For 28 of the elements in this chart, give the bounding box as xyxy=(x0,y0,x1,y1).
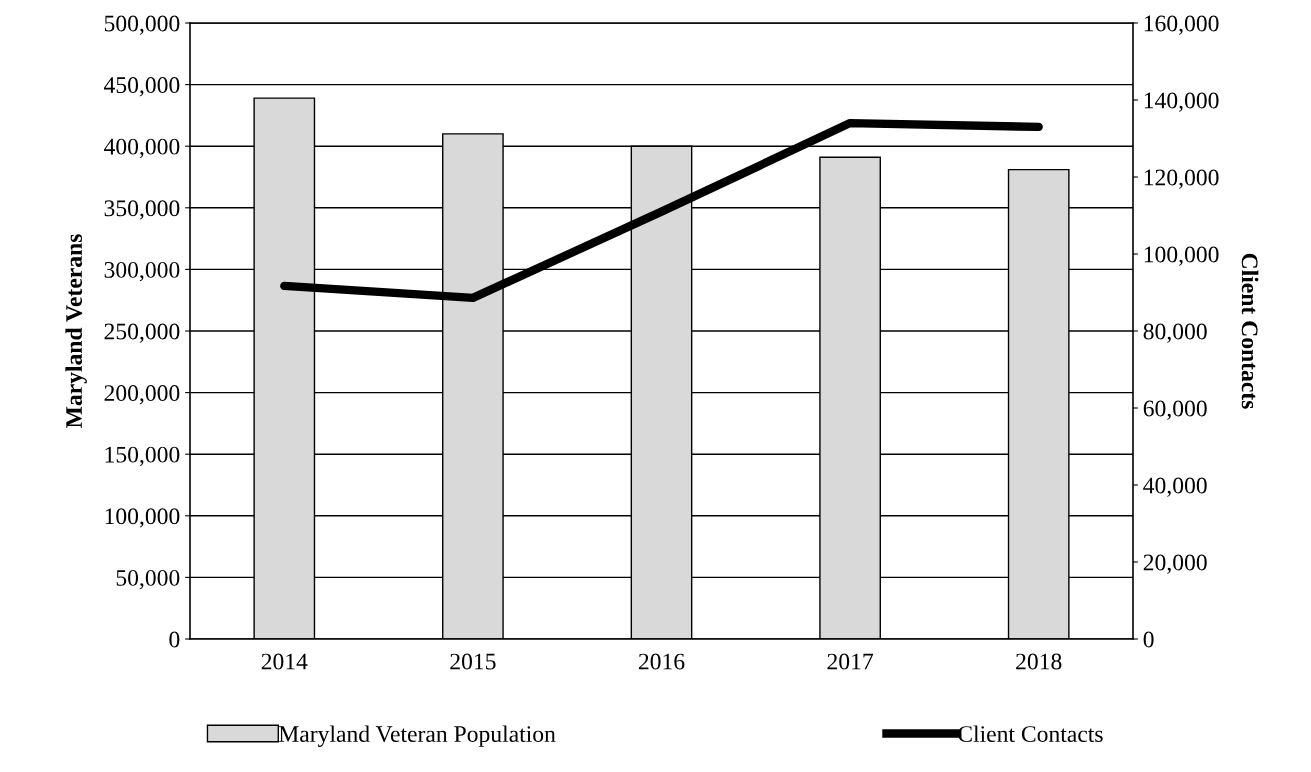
y-tick-label: 100,000 xyxy=(105,508,180,528)
y2-tick-label: 80,000 xyxy=(1143,323,1207,343)
y2-tick-label: 120,000 xyxy=(1144,169,1219,189)
y2-tick-label: 140,000 xyxy=(1144,92,1219,112)
y-tick-label: 250,000 xyxy=(104,323,180,343)
y-tick-label: 150,000 xyxy=(105,446,180,467)
y2-tick-label: 160,000 xyxy=(1144,15,1219,35)
legend-label: Maryland Veteran Population xyxy=(278,725,556,747)
y2-tick-label: 0 xyxy=(1143,631,1154,648)
y-tick-label: 50,000 xyxy=(116,569,180,590)
y-axis-title: Maryland Veterans xyxy=(65,234,87,429)
y2-tick-label: 20,000 xyxy=(1143,554,1207,574)
y-tick-label: 200,000 xyxy=(104,385,180,405)
y-tick-label: 350,000 xyxy=(104,200,180,220)
y-tick-label: 0 xyxy=(169,631,180,648)
y-tick-label: 500,000 xyxy=(104,15,180,35)
x-tick-label: 2015 xyxy=(450,653,496,670)
y-tick-label: 400,000 xyxy=(104,138,180,159)
x-tick-label: 2018 xyxy=(1016,653,1062,670)
y-tick-label: 300,000 xyxy=(104,261,180,282)
y2-tick-label: 100,000 xyxy=(1144,246,1219,266)
y2-tick-label: 40,000 xyxy=(1143,477,1207,497)
x-tick-label: 2014 xyxy=(261,653,308,670)
y2-axis-title: Client Contacts xyxy=(1241,253,1259,409)
y2-tick-label: 60,000 xyxy=(1143,400,1207,420)
x-tick-label: 2016 xyxy=(638,653,685,670)
y-tick-label: 450,000 xyxy=(104,77,180,97)
x-tick-label: 2017 xyxy=(827,653,874,670)
